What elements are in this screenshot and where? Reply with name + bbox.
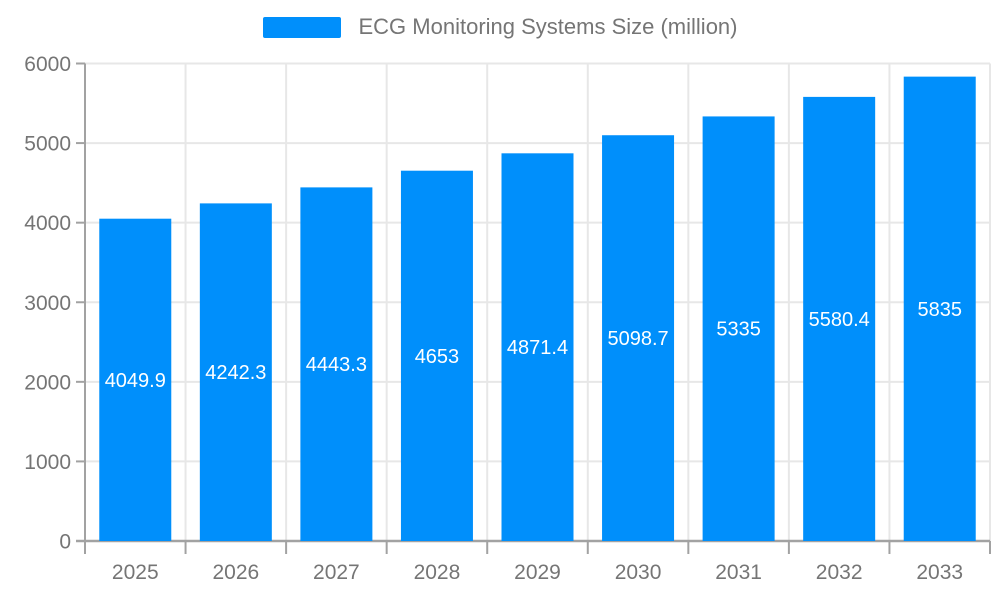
bar[interactable] — [99, 218, 172, 541]
x-tick-label: 2030 — [615, 561, 662, 584]
bar-value-label: 5098.7 — [607, 328, 668, 350]
y-tick-label: 1000 — [24, 451, 71, 474]
bar[interactable] — [602, 135, 675, 541]
x-tick-label: 2027 — [313, 561, 360, 584]
bar[interactable] — [300, 187, 373, 541]
bar-value-label: 5580.4 — [809, 309, 870, 331]
y-tick-label: 3000 — [24, 292, 71, 315]
legend[interactable]: ECG Monitoring Systems Size (million) — [0, 14, 1000, 40]
x-tick-label: 2026 — [212, 561, 259, 584]
y-tick-label: 5000 — [24, 133, 71, 156]
bar-value-label: 5835 — [917, 299, 962, 321]
y-tick-label: 6000 — [24, 53, 71, 76]
x-tick-label: 2033 — [916, 561, 963, 584]
bar[interactable] — [400, 170, 473, 542]
bar[interactable] — [903, 76, 976, 541]
x-tick-label: 2031 — [715, 561, 762, 584]
y-tick-label: 4000 — [24, 212, 71, 235]
bar-value-label: 5335 — [716, 319, 761, 341]
bar[interactable] — [803, 96, 876, 542]
bar[interactable] — [199, 203, 272, 542]
y-tick-label: 0 — [59, 531, 71, 554]
x-tick-label: 2025 — [112, 561, 159, 584]
y-tick-label: 2000 — [24, 371, 71, 394]
bar-value-label: 4049.9 — [105, 370, 166, 392]
bar[interactable] — [702, 116, 775, 542]
x-tick-label: 2029 — [514, 561, 561, 584]
legend-swatch — [262, 16, 341, 38]
bar-value-label: 4443.3 — [306, 354, 367, 376]
bar[interactable] — [501, 153, 574, 541]
x-tick-label: 2032 — [816, 561, 863, 584]
bar-value-label: 4242.3 — [205, 362, 266, 384]
bar-value-label: 4653 — [415, 346, 460, 368]
legend-label: ECG Monitoring Systems Size (million) — [358, 14, 738, 39]
x-tick-label: 2028 — [414, 561, 461, 584]
bar-value-label: 4871.4 — [507, 337, 568, 359]
